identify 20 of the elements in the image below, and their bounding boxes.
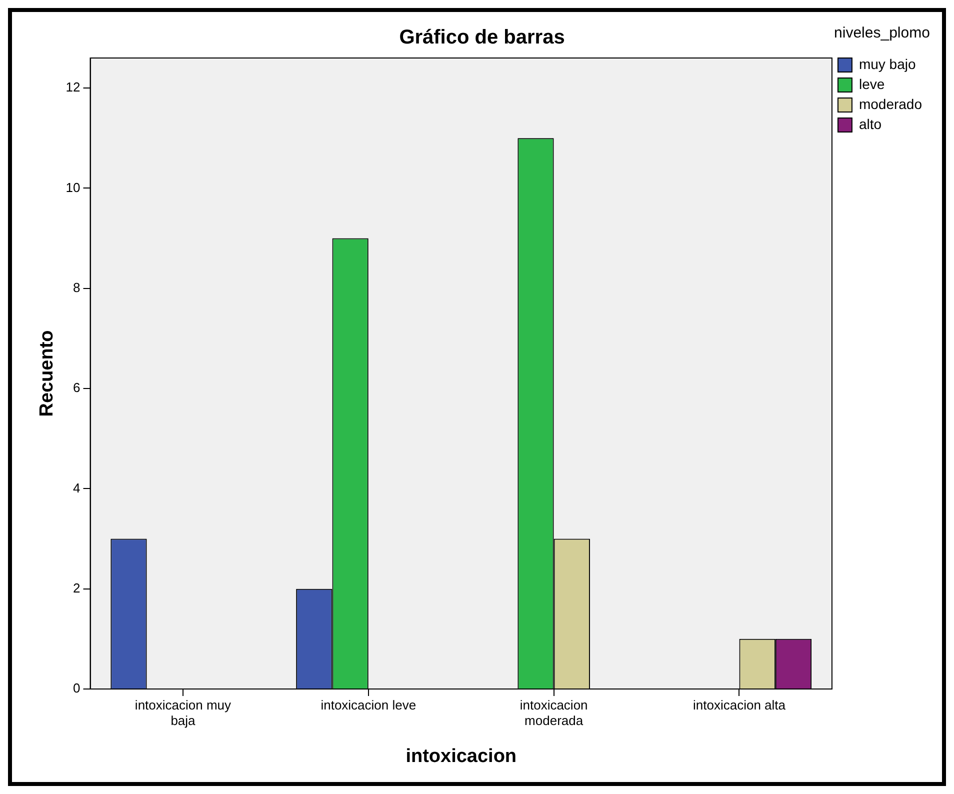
picture-frame: intoxicacion Recuento niveles_plomo muy bajo leve moderado alto Gráfico de barras intoxicacion muy baja intoxicacion leve intoxicacion moderada intoxicacion alta 0 2 4 6 8 10 12 <box>8 8 946 786</box>
legend-title: niveles_plomo <box>834 24 930 42</box>
y-tick-label: 6 <box>73 380 80 396</box>
chart-title: Gráfico de barras <box>399 26 565 49</box>
y-tick-label: 8 <box>73 280 80 295</box>
y-axis-title: Recuento <box>36 330 58 417</box>
x-tick-label: intoxicacion alta <box>692 697 786 712</box>
legend-label: alto <box>858 116 882 132</box>
x-axis-title: intoxicacion <box>406 746 517 767</box>
legend-label: muy bajo <box>858 56 916 72</box>
y-tick-label: 2 <box>73 580 80 596</box>
legend-label: leve <box>858 76 885 92</box>
y-tick-label: 4 <box>73 480 80 496</box>
y-tick-label: 0 <box>73 680 80 696</box>
x-tick-label: intoxicacion leve <box>320 697 416 712</box>
x-tick-label: intoxicacion muy baja <box>134 697 232 728</box>
y-tick-label: 12 <box>66 80 80 95</box>
y-tick-label: 10 <box>66 180 80 195</box>
x-tick-label: intoxicacion moderada <box>520 697 588 728</box>
legend-label: moderado <box>858 96 922 112</box>
